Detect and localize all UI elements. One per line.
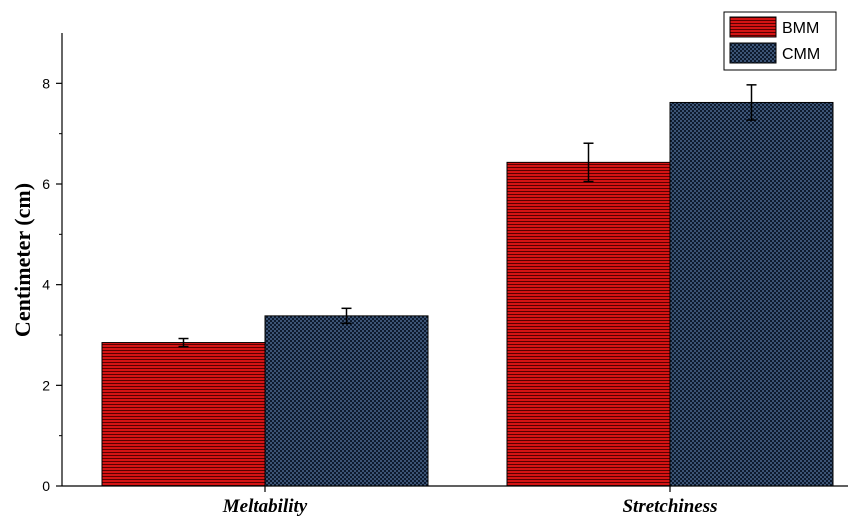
error-bars: [178, 84, 757, 348]
y-axis-title: Centimeter (cm): [10, 183, 35, 337]
y-tick-label: 0: [42, 478, 50, 494]
y-axis-ticks: 0 2 4 6 8: [42, 75, 62, 494]
bars: [101, 101, 834, 487]
x-axis-labels: Meltability Stretchiness: [222, 486, 718, 517]
y-tick-label: 2: [42, 377, 50, 393]
bar-cmm-meltability: [264, 315, 429, 487]
bar-bmm-meltability: [101, 342, 266, 487]
x-tick-label-meltability: Meltability: [222, 496, 308, 517]
legend-label-bmm: BMM: [782, 20, 819, 37]
y-tick-label: 4: [42, 277, 50, 293]
legend-swatch-bmm: [729, 16, 777, 38]
y-tick-label: 6: [42, 176, 50, 192]
x-tick-label-stretchiness: Stretchiness: [622, 496, 717, 517]
y-tick-label: 8: [42, 75, 50, 91]
legend-swatch-cmm: [729, 42, 777, 64]
bar-cmm-stretchiness: [669, 101, 834, 487]
legend: BMM CMM: [723, 11, 837, 71]
bar-bmm-stretchiness: [506, 161, 671, 487]
legend-label-cmm: CMM: [782, 46, 820, 63]
